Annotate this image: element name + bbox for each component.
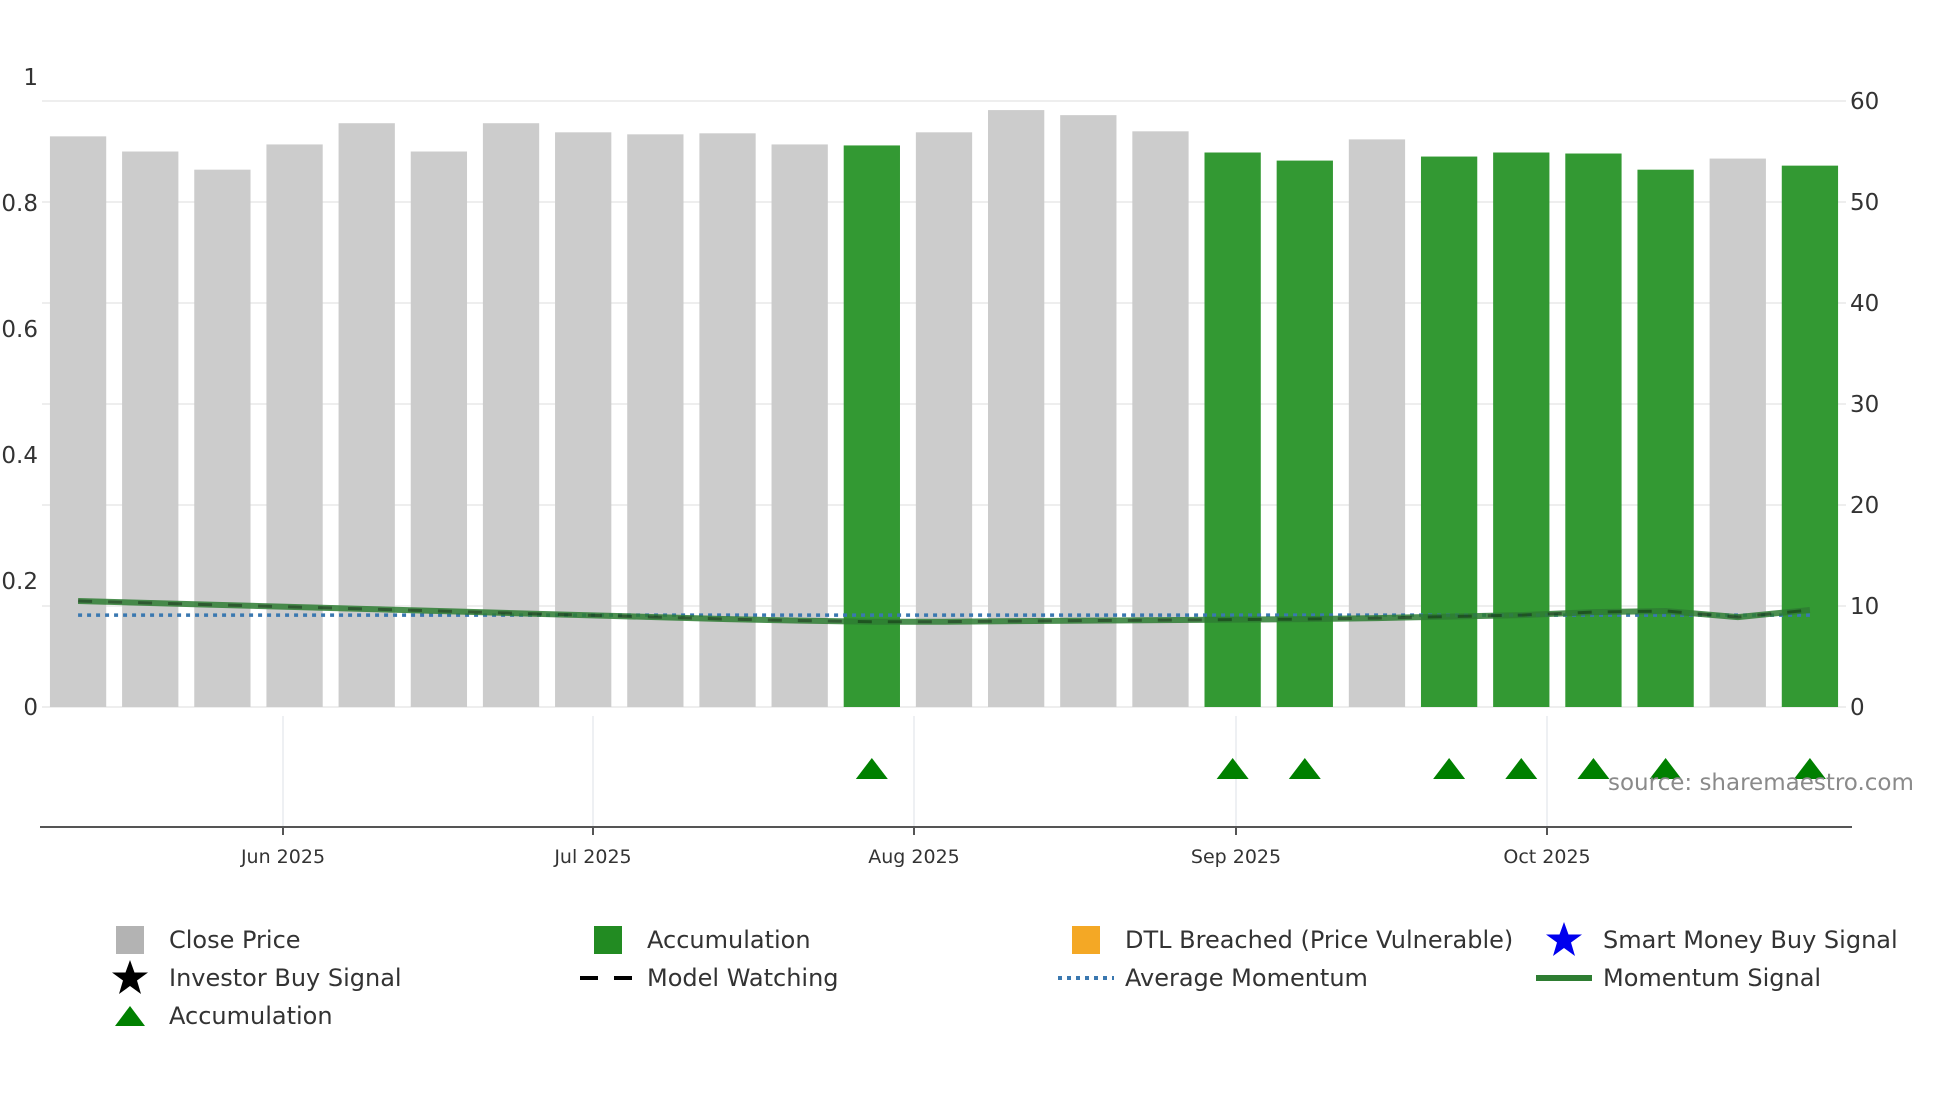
close-price-bar bbox=[122, 151, 179, 707]
close-price-bar bbox=[1132, 131, 1189, 708]
close-price-bar bbox=[915, 132, 973, 707]
model-watching-line bbox=[78, 599, 1811, 624]
accumulation-triangle bbox=[855, 758, 888, 779]
accumulation-bar bbox=[1276, 160, 1333, 708]
close-price-bar bbox=[194, 169, 251, 707]
accumulation-bar bbox=[1781, 165, 1839, 707]
close-price-bar bbox=[555, 132, 612, 707]
accumulation-triangle bbox=[1793, 758, 1826, 779]
source-label: source: sharemaestro.com bbox=[1608, 770, 1914, 796]
close-price-bar bbox=[771, 144, 828, 707]
close-price-bar bbox=[338, 123, 395, 708]
right-axis-tick-label: 50 bbox=[1850, 190, 1879, 216]
momentum-signal-line bbox=[78, 598, 1811, 625]
left-axis-tick-label: 0.4 bbox=[1, 443, 38, 469]
left-axis-tick-label: 0.2 bbox=[1, 569, 38, 595]
month-tick-label: Oct 2025 bbox=[1503, 846, 1590, 868]
close-price-bar bbox=[988, 110, 1045, 708]
left-axis-tick-label: 1 bbox=[23, 65, 38, 91]
accumulation-markers bbox=[855, 758, 1826, 779]
accumulation-triangle bbox=[1288, 758, 1321, 779]
accumulation-triangle bbox=[1216, 758, 1249, 779]
right-axis-tick-label: 10 bbox=[1850, 594, 1879, 620]
accumulation-bar bbox=[1420, 156, 1478, 708]
close-price-bar bbox=[49, 136, 107, 708]
close-price-bar bbox=[1348, 139, 1406, 707]
close-price-bar bbox=[627, 134, 684, 707]
month-tick-label: Jul 2025 bbox=[553, 846, 631, 868]
right-axis-tick-label: 40 bbox=[1850, 291, 1879, 317]
close-price-bar bbox=[1060, 115, 1117, 707]
left-axis-tick-label: 0.6 bbox=[1, 317, 38, 343]
month-tick-label: Aug 2025 bbox=[868, 846, 960, 868]
right-axis-tick-label: 60 bbox=[1850, 89, 1879, 115]
close-price-bars bbox=[49, 110, 1839, 708]
accumulation-bar bbox=[1204, 152, 1261, 707]
left-axis-tick-label: 0 bbox=[23, 695, 38, 721]
month-tick-label: Sep 2025 bbox=[1191, 846, 1281, 868]
accumulation-bar bbox=[1493, 152, 1550, 707]
accumulation-bar bbox=[1637, 169, 1694, 707]
momentum-lines bbox=[78, 598, 1811, 625]
month-tick-label: Jun 2025 bbox=[240, 846, 325, 868]
close-price-bar bbox=[482, 123, 540, 708]
accumulation-bar bbox=[1565, 153, 1622, 707]
accumulation-triangle bbox=[1433, 758, 1466, 779]
right-axis-tick-label: 0 bbox=[1850, 695, 1865, 721]
close-price-bar bbox=[1709, 158, 1766, 707]
accumulation-triangle bbox=[1649, 758, 1682, 779]
close-price-bar bbox=[410, 151, 468, 707]
accumulation-triangle bbox=[1505, 758, 1538, 779]
right-axis-tick-label: 30 bbox=[1850, 392, 1879, 418]
right-axis-tick-label: 20 bbox=[1850, 493, 1879, 519]
accumulation-triangle bbox=[1577, 758, 1610, 779]
left-axis-tick-label: 0.8 bbox=[1, 191, 38, 217]
close-price-bar bbox=[266, 144, 323, 707]
close-price-bar bbox=[699, 133, 756, 707]
